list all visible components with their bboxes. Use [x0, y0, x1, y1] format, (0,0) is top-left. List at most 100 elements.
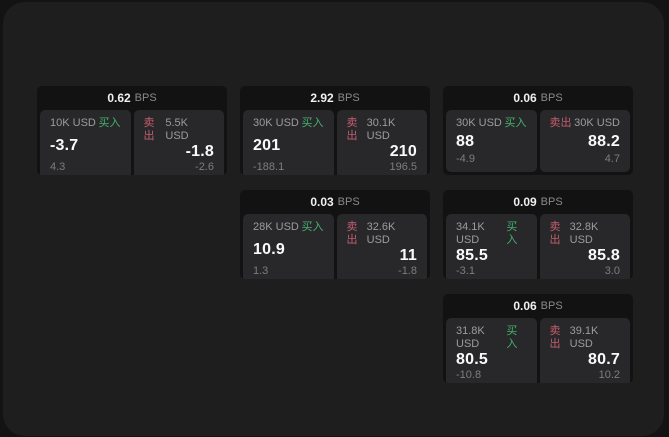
quote-card: 0.62 BPS 10K USD 买入 -3.7 4.3 卖出 5.5K USD [37, 86, 227, 175]
sell-panel[interactable]: 卖出 39.1K USD 80.7 10.2 [539, 318, 630, 383]
card-body: 28K USD 买入 10.9 1.3 卖出 32.6K USD 11 -1.8 [240, 214, 430, 279]
sell-side-label: 卖出 [549, 117, 572, 129]
buy-panel[interactable]: 10K USD 买入 -3.7 4.3 [40, 110, 131, 175]
buy-side-label: 买入 [504, 117, 527, 129]
buy-price: 80.5 [456, 351, 488, 368]
card-body: 10K USD 买入 -3.7 4.3 卖出 5.5K USD -1.8 -2.… [37, 110, 227, 175]
sell-panel-top: 卖出 5.5K USD [144, 117, 215, 143]
buy-panel-top: 34.1K USD 买入 [456, 221, 527, 247]
buy-side-label: 买入 [301, 117, 324, 129]
buy-amount: 10K USD [50, 117, 96, 129]
quote-card: 2.92 BPS 30K USD 买入 201 -188.1 卖出 30.1K … [240, 86, 430, 175]
sell-delta: 4.7 [604, 153, 620, 165]
quote-card: 0.03 BPS 28K USD 买入 10.9 1.3 卖出 32.6K US… [240, 190, 430, 279]
bps-value: 0.06 [513, 299, 537, 313]
buy-amount: 30K USD [456, 117, 502, 129]
sell-side-label: 卖出 [549, 325, 561, 350]
card-header: 0.06 BPS [443, 86, 633, 110]
sell-price: -1.8 [185, 143, 214, 160]
app-surface: 0.62 BPS 10K USD 买入 -3.7 4.3 卖出 5.5K USD [3, 2, 664, 436]
card-body: 31.8K USD 买入 80.5 -10.8 卖出 39.1K USD 80.… [443, 318, 633, 383]
buy-panel[interactable]: 28K USD 买入 10.9 1.3 [243, 214, 334, 279]
sell-price: 210 [389, 143, 417, 160]
sell-price: 80.7 [588, 351, 620, 368]
buy-panel-top: 10K USD 买入 [50, 117, 121, 130]
bps-value: 0.62 [107, 91, 131, 105]
sell-panel[interactable]: 卖出 32.8K USD 85.8 3.0 [539, 214, 630, 279]
buy-amount: 28K USD [253, 221, 299, 233]
sell-price: 11 [399, 247, 417, 264]
sell-amount: 5.5K USD [165, 117, 189, 142]
buy-panel-top: 30K USD 买入 [253, 117, 324, 130]
bps-value: 0.09 [513, 195, 537, 209]
sell-panel-top: 卖出 32.6K USD [347, 221, 418, 247]
card-body: 30K USD 买入 88 -4.9 卖出 30K USD 88.2 4.7 [443, 110, 633, 175]
buy-price: 88 [456, 132, 475, 150]
quote-card: 0.09 BPS 34.1K USD 买入 85.5 -3.1 卖出 32.8K… [443, 190, 633, 279]
sell-panel-top: 卖出 30K USD [550, 117, 621, 130]
card-body: 34.1K USD 买入 85.5 -3.1 卖出 32.8K USD 85.8… [443, 214, 633, 279]
sell-panel-top: 卖出 39.1K USD [550, 325, 621, 351]
buy-side-label: 买入 [506, 221, 518, 246]
buy-panel[interactable]: 31.8K USD 买入 80.5 -10.8 [446, 318, 537, 383]
card-header: 0.09 BPS [443, 190, 633, 214]
sell-delta: 196.5 [389, 161, 417, 173]
sell-panel-top: 卖出 32.8K USD [550, 221, 621, 247]
sell-panel-top: 卖出 30.1K USD [347, 117, 418, 143]
sell-delta: 10.2 [598, 369, 620, 381]
buy-price: 10.9 [253, 240, 285, 258]
card-header: 0.06 BPS [443, 294, 633, 318]
sell-amount: 32.8K USD [569, 221, 599, 246]
buy-delta: 4.3 [50, 161, 66, 173]
buy-panel[interactable]: 34.1K USD 买入 85.5 -3.1 [446, 214, 537, 279]
buy-delta: -4.9 [456, 153, 475, 165]
buy-panel-top: 30K USD 买入 [456, 117, 527, 130]
quote-card: 0.06 BPS 31.8K USD 买入 80.5 -10.8 卖出 39.1… [443, 294, 633, 383]
buy-side-label: 买入 [301, 221, 324, 233]
sell-price: 88.2 [588, 132, 620, 150]
quote-card-grid: 0.62 BPS 10K USD 买入 -3.7 4.3 卖出 5.5K USD [37, 86, 633, 383]
card-header: 0.03 BPS [240, 190, 430, 214]
buy-price: 201 [253, 136, 281, 154]
buy-price: 85.5 [456, 247, 488, 264]
sell-amount: 30.1K USD [366, 117, 396, 142]
sell-panel[interactable]: 卖出 32.6K USD 11 -1.8 [336, 214, 427, 279]
bps-unit-label: BPS [540, 300, 563, 312]
sell-panel[interactable]: 卖出 5.5K USD -1.8 -2.6 [133, 110, 224, 175]
bps-unit-label: BPS [134, 92, 157, 104]
buy-delta: -3.1 [456, 265, 475, 277]
sell-panel[interactable]: 卖出 30.1K USD 210 196.5 [336, 110, 427, 175]
bps-unit-label: BPS [540, 196, 563, 208]
sell-amount: 30K USD [574, 117, 620, 129]
sell-amount: 39.1K USD [569, 325, 599, 350]
buy-price: -3.7 [50, 136, 79, 154]
bps-unit-label: BPS [540, 92, 563, 104]
buy-delta: 1.3 [253, 265, 269, 277]
bps-unit-label: BPS [337, 196, 360, 208]
buy-panel-top: 31.8K USD 买入 [456, 325, 527, 351]
buy-amount: 30K USD [253, 117, 299, 129]
bps-value: 0.06 [513, 91, 537, 105]
sell-panel[interactable]: 卖出 30K USD 88.2 4.7 [539, 110, 630, 172]
buy-panel-top: 28K USD 买入 [253, 221, 324, 234]
buy-panel[interactable]: 30K USD 买入 88 -4.9 [446, 110, 537, 172]
sell-side-label: 卖出 [346, 221, 358, 246]
buy-delta: -188.1 [253, 161, 285, 173]
sell-delta: -2.6 [195, 161, 214, 173]
card-header: 0.62 BPS [37, 86, 227, 110]
sell-delta: 3.0 [604, 265, 620, 277]
buy-side-label: 买入 [506, 325, 518, 350]
sell-side-label: 卖出 [143, 117, 155, 142]
bps-value: 0.03 [310, 195, 334, 209]
buy-side-label: 买入 [98, 117, 121, 129]
buy-panel[interactable]: 30K USD 买入 201 -188.1 [243, 110, 334, 175]
sell-side-label: 卖出 [346, 117, 358, 142]
sell-delta: -1.8 [398, 265, 417, 277]
bps-unit-label: BPS [337, 92, 360, 104]
buy-delta: -10.8 [456, 369, 482, 381]
quote-card: 0.06 BPS 30K USD 买入 88 -4.9 卖出 30K USD [443, 86, 633, 175]
buy-amount: 31.8K USD [456, 325, 485, 350]
sell-amount: 32.6K USD [366, 221, 396, 246]
buy-amount: 34.1K USD [456, 221, 485, 246]
sell-price: 85.8 [588, 247, 620, 264]
